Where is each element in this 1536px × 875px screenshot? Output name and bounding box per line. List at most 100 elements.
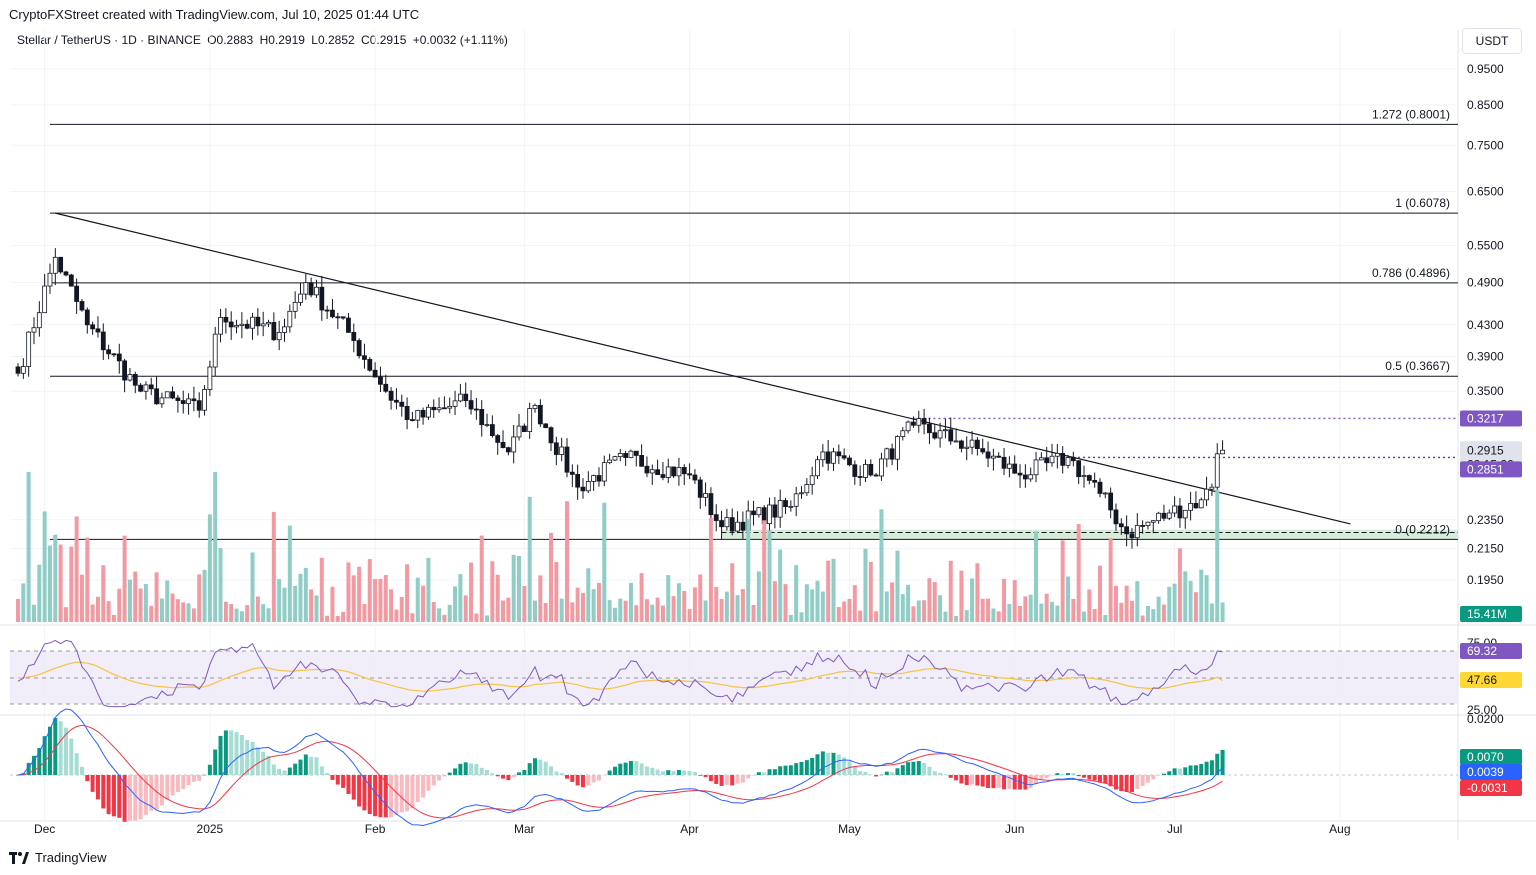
- volume-bar: [85, 537, 90, 622]
- volume-bar: [1028, 594, 1033, 622]
- macd-histogram-bar: [1199, 763, 1204, 775]
- candle-body: [356, 340, 362, 357]
- volume-bar: [42, 511, 47, 622]
- volume-bar: [591, 589, 596, 622]
- candle-body: [756, 507, 762, 516]
- volume-bar: [239, 611, 244, 622]
- candle-body: [905, 421, 911, 432]
- macd-histogram-bar: [1097, 775, 1102, 783]
- candle-body: [884, 448, 890, 460]
- currency-button[interactable]: USDT: [1462, 28, 1522, 54]
- volume-bar: [351, 575, 356, 622]
- tradingview-brand[interactable]: TradingView: [9, 850, 107, 865]
- macd-histogram-bar: [415, 775, 420, 803]
- macd-histogram-bar: [708, 775, 713, 782]
- volume-bar: [1161, 604, 1166, 622]
- volume-bar: [842, 601, 847, 622]
- macd-histogram-bar: [975, 775, 980, 786]
- volume-bar: [1129, 600, 1134, 622]
- volume-bar: [170, 593, 175, 622]
- y-tick-label: 0.3900: [1467, 349, 1504, 363]
- macd-histogram-bar: [490, 773, 495, 775]
- volume-bar: [506, 597, 511, 622]
- candle-body: [687, 473, 692, 476]
- volume-bar: [1066, 576, 1071, 622]
- macd-histogram-bar: [181, 775, 186, 790]
- candle-body: [820, 451, 826, 461]
- volume-bar: [772, 581, 777, 622]
- candle-body: [580, 486, 586, 492]
- candle-body: [239, 323, 245, 326]
- macd-histogram-bar: [847, 761, 852, 775]
- volume-bar: [586, 568, 591, 622]
- candle-body: [692, 474, 698, 481]
- volume-bar: [735, 595, 740, 622]
- volume-bar: [58, 544, 63, 622]
- volume-bar: [410, 613, 415, 622]
- volume-bar: [527, 496, 532, 622]
- candle-body: [911, 421, 916, 426]
- x-tick-label: 2025: [197, 822, 224, 836]
- candle-body: [777, 500, 783, 518]
- candle-body: [266, 322, 271, 325]
- macd-histogram-bar: [986, 775, 991, 789]
- macd-histogram-bar: [1066, 773, 1071, 775]
- macd-histogram-bar: [980, 775, 985, 787]
- macd-histogram-bar: [213, 749, 218, 775]
- volume-bar: [948, 560, 953, 622]
- macd-histogram-bar: [421, 775, 426, 798]
- candle-body: [559, 446, 565, 455]
- volume-bar: [1050, 601, 1055, 622]
- volume-bar: [250, 552, 255, 622]
- candle-body: [793, 493, 799, 507]
- macd-histogram-bar: [85, 775, 90, 782]
- candle-body: [799, 492, 804, 495]
- legend-high: H0.2919: [259, 33, 305, 47]
- macd-histogram-bar: [53, 718, 58, 775]
- y-tick-label: 0.9500: [1467, 62, 1504, 76]
- volume-bar: [415, 577, 420, 622]
- volume-bar: [1204, 575, 1209, 622]
- candle-body: [633, 450, 639, 456]
- macd-histogram-bar: [234, 732, 239, 775]
- volume-bar: [975, 563, 980, 622]
- volume-bar: [133, 571, 138, 622]
- macd-histogram-bar: [682, 770, 687, 775]
- macd-histogram-bar: [772, 769, 777, 775]
- macd-histogram-bar: [250, 741, 255, 775]
- symbol-title[interactable]: Stellar / TetherUS · 1D · BINANCE: [17, 33, 201, 47]
- candle-body: [543, 423, 549, 429]
- candle-body: [207, 366, 213, 390]
- candle-body: [116, 353, 122, 362]
- macd-histogram-bar: [122, 775, 127, 822]
- macd-histogram-bar: [266, 755, 271, 775]
- x-tick-label: Jul: [1167, 822, 1182, 836]
- volume-bar: [810, 589, 815, 622]
- macd-histogram-bar: [1172, 768, 1177, 775]
- volume-bar: [74, 516, 79, 622]
- macd-histogram-bar: [1188, 765, 1193, 775]
- macd-histogram-bar: [42, 736, 47, 775]
- volume-bar: [378, 578, 383, 622]
- candle-body: [617, 453, 623, 458]
- volume-bar: [746, 518, 751, 622]
- candle-body: [548, 427, 554, 444]
- volume-bar: [794, 565, 799, 622]
- macd-histogram-bar: [495, 775, 500, 777]
- macd-histogram-bar: [970, 775, 975, 785]
- volume-bar: [367, 559, 372, 622]
- volume-bar: [623, 600, 628, 622]
- volume-bar: [277, 578, 282, 622]
- volume-bar: [293, 585, 298, 622]
- volume-bar: [986, 598, 991, 622]
- volume-bar: [330, 586, 335, 622]
- candle-body: [628, 450, 634, 458]
- candle-body: [1102, 492, 1108, 495]
- macd-histogram-bar: [309, 756, 314, 775]
- candle-body: [740, 521, 746, 531]
- candle-body: [367, 359, 373, 371]
- volume-bar: [31, 604, 36, 622]
- volume-bar: [154, 572, 159, 622]
- macd-histogram-bar: [692, 772, 697, 775]
